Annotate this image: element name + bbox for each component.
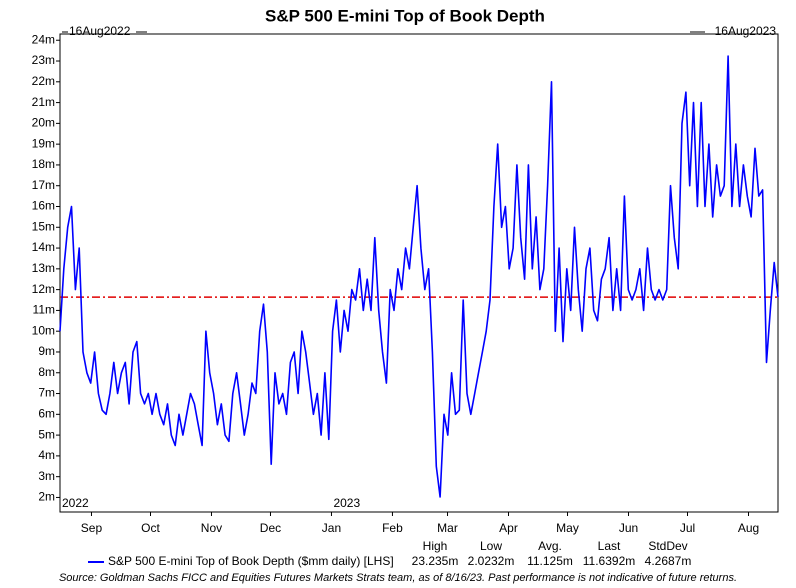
x-tick-label: Jan: [322, 521, 341, 535]
stat-value: 4.2687m: [645, 554, 692, 568]
chart-title: S&P 500 E-mini Top of Book Depth: [265, 6, 545, 25]
y-tick-label: 12m: [32, 282, 55, 296]
range-label: 16Aug2022: [69, 24, 131, 38]
x-tick-label: May: [556, 521, 579, 535]
y-tick-label: 10m: [32, 323, 55, 337]
y-tick-label: 15m: [32, 219, 55, 233]
x-tick-label: Oct: [141, 521, 160, 535]
stat-value: 23.235m: [412, 554, 459, 568]
series-line: [59, 55, 779, 498]
y-tick-label: 8m: [38, 365, 55, 379]
y-tick-label: 18m: [32, 157, 55, 171]
x-tick-label: Jun: [619, 521, 638, 535]
x-tick-label: Apr: [499, 521, 518, 535]
y-tick-label: 6m: [38, 406, 55, 420]
plot-frame: [59, 33, 779, 513]
y-tick-label: 19m: [32, 136, 55, 150]
stat-value: 11.125m: [527, 554, 573, 568]
stat-label: Last: [598, 539, 621, 553]
y-tick-label: 23m: [32, 53, 55, 67]
y-tick-label: 22m: [32, 74, 55, 88]
stat-label: Avg.: [538, 539, 562, 553]
year-label: 2023: [333, 496, 360, 510]
year-label: 2022: [62, 496, 89, 510]
x-tick-label: Jul: [680, 521, 695, 535]
x-tick-label: Feb: [382, 521, 403, 535]
y-tick-label: 11m: [33, 303, 55, 317]
range-label: 16Aug2023: [715, 24, 777, 38]
x-tick-label: Dec: [260, 521, 281, 535]
y-tick-label: 21m: [32, 95, 55, 109]
stat-value: 11.6392m: [583, 554, 635, 568]
y-tick-label: 2m: [38, 490, 55, 504]
footnote: Source: Goldman Sachs FICC and Equities …: [59, 572, 737, 584]
stat-label: StdDev: [648, 539, 687, 553]
y-tick-label: 13m: [32, 261, 55, 275]
y-tick-label: 7m: [38, 386, 55, 400]
y-tick-label: 4m: [38, 448, 55, 462]
stat-label: High: [423, 539, 448, 553]
y-tick-label: 3m: [38, 469, 55, 483]
y-tick-label: 16m: [32, 199, 55, 213]
y-tick-label: 17m: [32, 178, 55, 192]
stat-label: Low: [480, 539, 502, 553]
y-tick-label: 20m: [32, 116, 55, 130]
x-tick-label: Sep: [81, 521, 103, 535]
stat-value: 2.0232m: [468, 554, 515, 568]
y-tick-label: 5m: [38, 427, 55, 441]
y-tick-label: 9m: [38, 344, 55, 358]
x-tick-label: Nov: [201, 521, 222, 535]
y-tick-label: 14m: [32, 240, 55, 254]
y-tick-label: 24m: [32, 32, 55, 46]
legend-label: S&P 500 E-mini Top of Book Depth ($mm da…: [108, 554, 394, 568]
x-tick-label: Mar: [437, 521, 458, 535]
x-tick-label: Aug: [738, 521, 759, 535]
